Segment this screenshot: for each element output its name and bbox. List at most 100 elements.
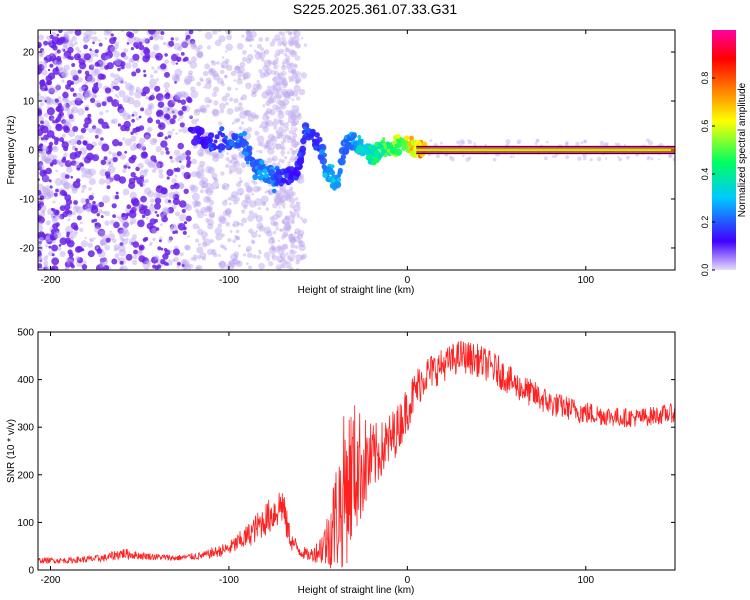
spectrogram-dot <box>256 135 265 144</box>
spectrogram-dot <box>200 177 208 185</box>
spectrogram-dot <box>154 265 160 270</box>
spectrogram-dot <box>285 127 289 131</box>
spectrogram-dot <box>127 37 134 44</box>
spectrogram-dot <box>299 173 304 179</box>
spectrogram-dot <box>266 140 274 147</box>
spectrogram-dot <box>55 169 59 173</box>
spectrogram-dot <box>623 143 627 147</box>
spectrogram-dot <box>51 244 59 252</box>
spectrogram-dot <box>395 133 401 139</box>
spectrogram-dot <box>57 103 63 108</box>
spectrogram-dot <box>42 157 47 162</box>
spectrogram-dot <box>272 158 275 161</box>
spectrogram-dot <box>63 31 69 37</box>
spectrogram-dot <box>66 79 73 86</box>
spectrogram-dot <box>54 137 60 143</box>
spectrogram-dot <box>122 221 129 228</box>
spectrogram-dot <box>194 200 201 207</box>
spectrogram-dot <box>277 81 282 86</box>
spectrogram-dot <box>174 149 181 156</box>
spectrogram-dot <box>83 93 88 98</box>
spectrogram-dot <box>189 115 193 119</box>
spectrogram-dot <box>294 228 301 235</box>
spectrogram-dot <box>626 155 630 160</box>
spectrogram-dot <box>160 31 165 35</box>
spectrogram-dot <box>189 115 193 120</box>
spectrogram-dot <box>228 260 234 266</box>
spectrogram-dot <box>191 158 198 165</box>
spectrogram-dot <box>96 128 102 134</box>
spectrogram-dot <box>82 260 87 265</box>
spectrogram-dot <box>298 88 306 96</box>
spectrogram-dot <box>67 55 72 60</box>
spectrogram-dot <box>74 30 82 36</box>
spectrogram-dot <box>111 99 119 107</box>
spectrogram-dot <box>252 212 258 219</box>
spectrogram-dot <box>287 161 291 165</box>
spectrogram-dot <box>207 67 216 76</box>
spectrogram-dot <box>239 111 247 119</box>
spectrogram-dot <box>43 256 48 261</box>
spectrogram-dot <box>245 185 253 193</box>
spectrogram-dot <box>299 254 306 261</box>
spectrogram-dot <box>85 81 88 84</box>
spectrogram-dot <box>209 69 214 74</box>
spectrogram-dot <box>211 152 219 159</box>
spectrogram-dot <box>114 41 120 46</box>
spectrogram-dot <box>149 74 154 79</box>
spectrogram-dot <box>279 95 283 99</box>
spectrogram-dot <box>188 30 194 35</box>
spectrogram-dot <box>63 152 68 158</box>
spectrogram-dot <box>236 236 241 241</box>
spectrogram-dot <box>189 184 196 191</box>
spectrogram-dot <box>55 66 59 69</box>
spectrogram-dot <box>236 42 244 50</box>
spectrogram-dot <box>125 162 130 167</box>
spectrogram-dot <box>164 59 170 65</box>
spectrogram-dot <box>210 60 214 64</box>
spectrogram-dot <box>409 147 413 151</box>
spectrogram-dot <box>211 108 219 116</box>
spectrogram-dot <box>113 174 121 181</box>
spectrogram-dot <box>232 239 237 244</box>
spectrogram-dot <box>108 161 111 165</box>
spectrogram-dot <box>44 99 48 103</box>
spectrogram-dot <box>87 242 93 248</box>
spectrogram-dot <box>133 37 137 41</box>
spectrogram-dot <box>226 152 229 155</box>
spectrogram-dot <box>135 89 139 93</box>
spectrogram-dot <box>119 236 123 240</box>
spectrogram-dot <box>290 257 295 262</box>
spectrogram-dot <box>66 166 73 173</box>
spectrogram-dot <box>117 67 121 72</box>
spectrogram-dot <box>45 236 52 243</box>
spectrogram-dot <box>159 114 165 120</box>
spectrogram-dot <box>221 82 225 87</box>
spectrogram-dot <box>55 84 61 91</box>
spectrogram-dot <box>96 213 100 217</box>
spectrogram-dot <box>42 88 45 92</box>
spectrogram-dot <box>160 140 168 148</box>
spectrogram-dot <box>88 178 96 186</box>
spectrogram-dot <box>275 190 282 197</box>
spectrogram-dot <box>103 30 110 36</box>
spectrogram-dot <box>144 108 153 116</box>
spectrogram-dot <box>100 243 104 246</box>
spectrogram-dot <box>185 96 192 102</box>
spectrogram-dot <box>280 140 285 145</box>
spectrogram-dot <box>213 86 220 93</box>
spectrogram-dot <box>187 126 194 133</box>
spectrogram-dot <box>131 114 135 117</box>
spectrogram-dot <box>100 257 108 266</box>
spectrogram-dot <box>242 73 249 79</box>
spectrogram-dot <box>276 52 281 57</box>
spectrogram-dot <box>236 78 243 85</box>
spectrogram-dot <box>222 200 228 206</box>
spectrogram-dot <box>38 204 42 211</box>
spectrogram-dot <box>599 140 605 146</box>
spectrogram-dot <box>207 248 214 256</box>
spectrogram-dot <box>226 184 230 187</box>
spectrogram-dot <box>264 144 269 149</box>
y-tick-label: 10 <box>23 97 35 108</box>
